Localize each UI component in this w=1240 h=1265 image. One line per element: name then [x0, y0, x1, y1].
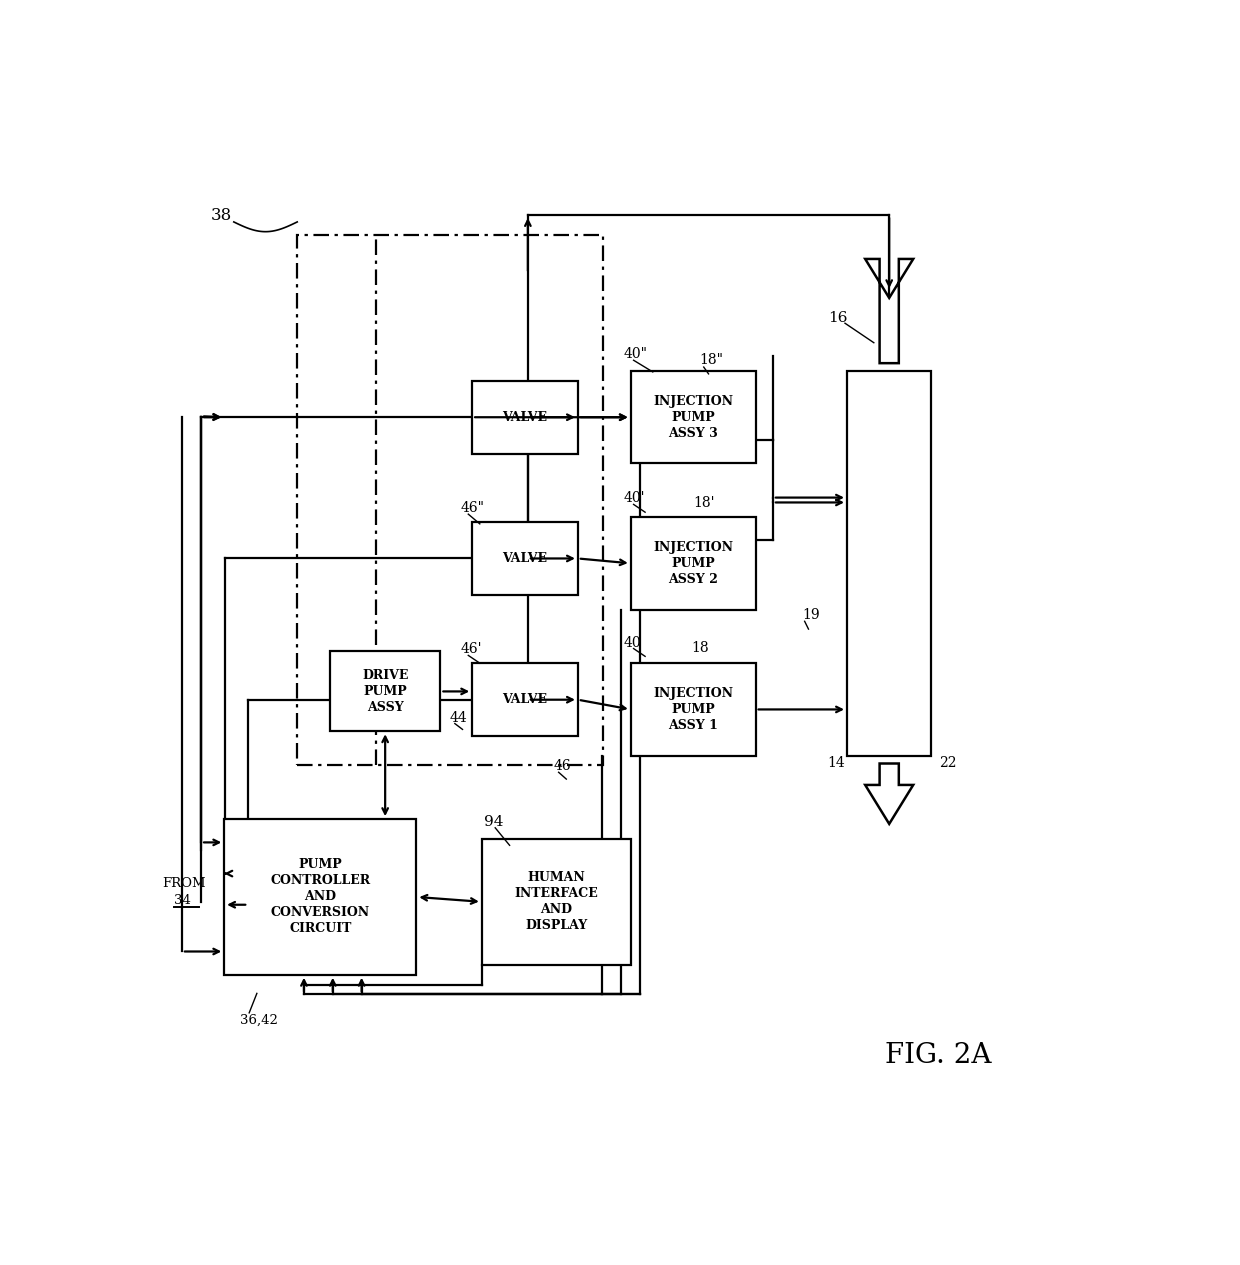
Text: 18': 18'	[693, 496, 714, 510]
Text: 19: 19	[802, 608, 821, 622]
Text: 40: 40	[624, 635, 641, 650]
Text: 34: 34	[174, 894, 191, 907]
Text: PUMP
CONTROLLER
AND
CONVERSION
CIRCUIT: PUMP CONTROLLER AND CONVERSION CIRCUIT	[270, 859, 371, 935]
Text: VALVE: VALVE	[502, 552, 548, 565]
Bar	[847, 371, 931, 755]
Text: 18: 18	[691, 641, 709, 655]
Text: 46': 46'	[460, 643, 482, 657]
Bar	[224, 818, 417, 975]
Text: 36,42: 36,42	[239, 1013, 278, 1027]
Text: INJECTION
PUMP
ASSY 2: INJECTION PUMP ASSY 2	[653, 541, 733, 586]
Bar	[631, 371, 755, 463]
Polygon shape	[866, 764, 913, 824]
Text: 38: 38	[211, 207, 232, 224]
Text: 40': 40'	[624, 492, 646, 506]
Bar	[472, 522, 578, 595]
Polygon shape	[866, 259, 913, 363]
Text: FROM: FROM	[162, 877, 206, 891]
Text: 46": 46"	[460, 501, 485, 515]
Text: 94: 94	[484, 815, 503, 829]
Bar	[481, 839, 631, 965]
Text: INJECTION
PUMP
ASSY 1: INJECTION PUMP ASSY 1	[653, 687, 733, 732]
Text: VALVE: VALVE	[502, 411, 548, 424]
Bar	[631, 517, 755, 610]
Bar	[330, 651, 440, 731]
Bar	[631, 663, 755, 755]
Bar	[298, 234, 603, 765]
Bar	[472, 663, 578, 736]
Text: DRIVE
PUMP
ASSY: DRIVE PUMP ASSY	[362, 669, 408, 713]
Text: 22: 22	[939, 756, 957, 770]
Text: 40": 40"	[624, 348, 649, 362]
Text: 46: 46	[554, 759, 572, 773]
Text: INJECTION
PUMP
ASSY 3: INJECTION PUMP ASSY 3	[653, 395, 733, 440]
Bar	[472, 381, 578, 454]
Text: 18": 18"	[699, 353, 723, 367]
Text: 44: 44	[450, 711, 467, 725]
Text: FIG. 2A: FIG. 2A	[885, 1041, 992, 1069]
Text: VALVE: VALVE	[502, 693, 548, 706]
Text: 14: 14	[828, 756, 846, 770]
Text: HUMAN
INTERFACE
AND
DISPLAY: HUMAN INTERFACE AND DISPLAY	[515, 872, 598, 932]
Text: 16: 16	[828, 311, 847, 325]
